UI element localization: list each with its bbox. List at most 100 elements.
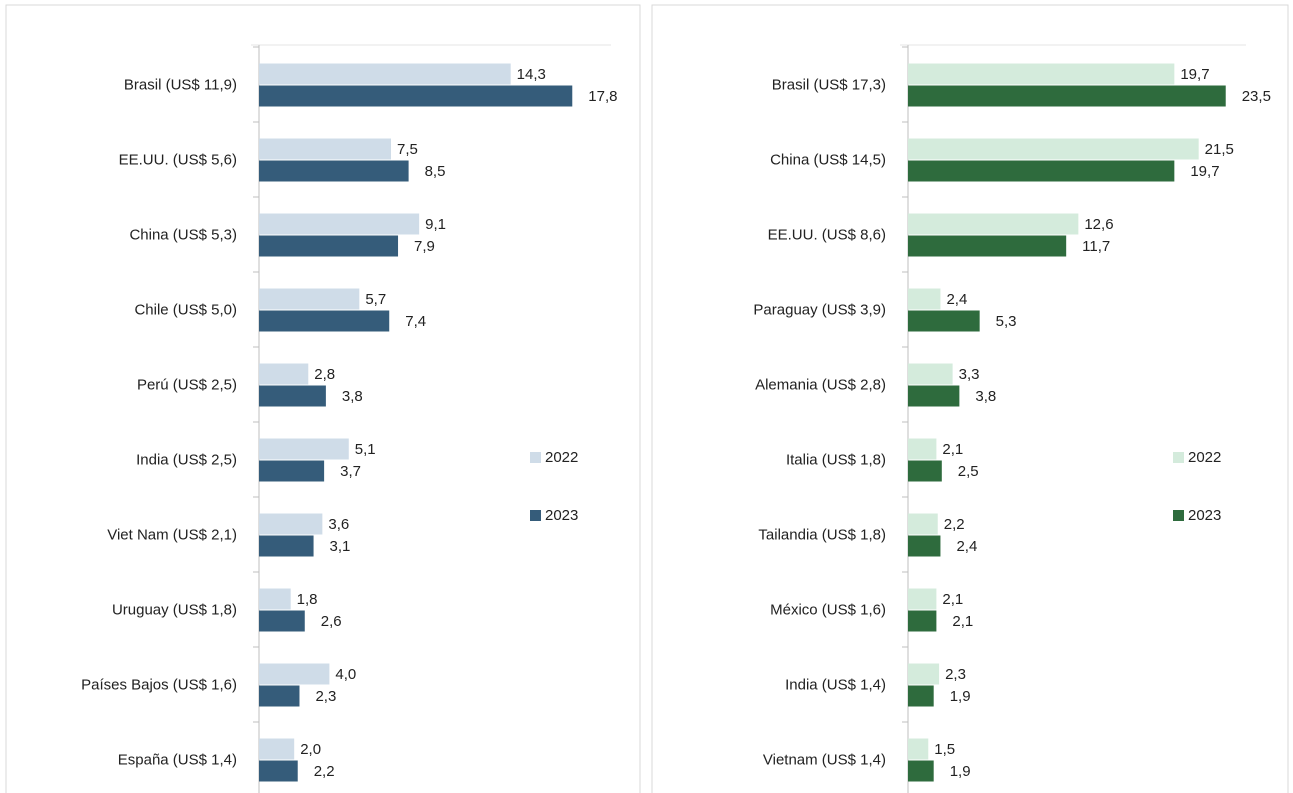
value-label: 7,4 [405, 313, 426, 330]
value-label: 2,0 [300, 741, 321, 758]
bar [908, 588, 937, 610]
bar [908, 438, 937, 460]
bar [908, 138, 1199, 160]
value-label: 2,3 [315, 688, 336, 705]
value-label: 3,1 [330, 538, 351, 555]
value-label: 1,9 [950, 688, 971, 705]
legend-label: 2022 [1188, 449, 1221, 466]
value-label: 17,8 [588, 88, 617, 105]
bar [259, 535, 314, 557]
bar [908, 535, 941, 557]
category-label: Italia (US$ 1,8) [786, 451, 886, 468]
value-label: 2,2 [944, 516, 965, 533]
value-label: 3,3 [959, 366, 980, 383]
value-label: 2,8 [314, 366, 335, 383]
bar [259, 738, 295, 760]
bar [908, 85, 1226, 107]
panel [5, 4, 641, 793]
value-label: 19,7 [1190, 163, 1219, 180]
bar [908, 513, 938, 535]
bar [259, 288, 360, 310]
legend-label: 2022 [545, 449, 578, 466]
bar [259, 363, 309, 385]
value-label: 2,1 [942, 591, 963, 608]
category-label: México (US$ 1,6) [770, 601, 886, 618]
legend-swatch [530, 510, 541, 521]
value-label: 2,2 [314, 763, 335, 780]
value-label: 2,1 [952, 613, 973, 630]
value-label: 7,9 [414, 238, 435, 255]
value-label: 2,1 [942, 441, 963, 458]
value-label: 8,5 [425, 163, 446, 180]
category-label: Brasil (US$ 17,3) [772, 76, 886, 93]
value-label: 5,1 [355, 441, 376, 458]
legend-swatch [1173, 452, 1184, 463]
bar [908, 760, 934, 782]
value-label: 5,3 [996, 313, 1017, 330]
bar [259, 85, 573, 107]
bar [259, 663, 330, 685]
legend-label: 2023 [1188, 507, 1221, 524]
category-label: China (US$ 14,5) [770, 151, 886, 168]
category-label: EE.UU. (US$ 8,6) [768, 226, 886, 243]
panel [651, 4, 1289, 793]
bar [908, 213, 1079, 235]
value-label: 9,1 [425, 216, 446, 233]
value-label: 3,6 [328, 516, 349, 533]
value-label: 14,3 [517, 66, 546, 83]
category-label: India (US$ 1,4) [785, 676, 886, 693]
bar [908, 610, 937, 632]
legend-swatch [1173, 510, 1184, 521]
value-label: 1,8 [297, 591, 318, 608]
bar [259, 588, 291, 610]
bar [908, 288, 941, 310]
category-label: Vietnam (US$ 1,4) [763, 751, 886, 768]
bar [259, 160, 409, 182]
category-label: Viet Nam (US$ 2,1) [107, 526, 237, 543]
category-label: Brasil (US$ 11,9) [124, 76, 237, 93]
bar [259, 138, 391, 160]
bar [259, 438, 349, 460]
bar [259, 685, 300, 707]
bar [908, 160, 1175, 182]
bar [908, 685, 934, 707]
category-label: Chile (US$ 5,0) [134, 301, 237, 318]
category-label: India (US$ 2,5) [136, 451, 237, 468]
bar [259, 385, 326, 407]
legend-label: 2023 [545, 507, 578, 524]
bar [259, 63, 511, 85]
value-label: 11,7 [1082, 238, 1110, 255]
value-label: 12,6 [1084, 216, 1113, 233]
value-label: 3,7 [340, 463, 361, 480]
bar [259, 235, 399, 257]
bar [908, 63, 1175, 85]
category-label: Uruguay (US$ 1,8) [112, 601, 237, 618]
value-label: 3,8 [975, 388, 996, 405]
value-label: 21,5 [1205, 141, 1234, 158]
bar [259, 760, 298, 782]
value-label: 2,6 [321, 613, 342, 630]
value-label: 3,8 [342, 388, 363, 405]
category-label: Alemania (US$ 2,8) [755, 376, 886, 393]
value-label: 2,4 [946, 291, 967, 308]
bar [259, 513, 323, 535]
value-label: 4,0 [335, 666, 356, 683]
category-label: EE.UU. (US$ 5,6) [119, 151, 237, 168]
bar [908, 310, 980, 332]
category-label: España (US$ 1,4) [118, 751, 237, 768]
category-label: Países Bajos (US$ 1,6) [81, 676, 237, 693]
value-label: 23,5 [1242, 88, 1271, 105]
category-label: Paraguay (US$ 3,9) [753, 301, 886, 318]
bar [908, 235, 1067, 257]
value-label: 1,5 [934, 741, 955, 758]
value-label: 1,9 [950, 763, 971, 780]
value-label: 7,5 [397, 141, 418, 158]
bar [259, 610, 305, 632]
category-label: China (US$ 5,3) [129, 226, 237, 243]
bar [908, 385, 960, 407]
category-label: Perú (US$ 2,5) [137, 376, 237, 393]
legend-swatch [530, 452, 541, 463]
value-label: 5,7 [365, 291, 386, 308]
